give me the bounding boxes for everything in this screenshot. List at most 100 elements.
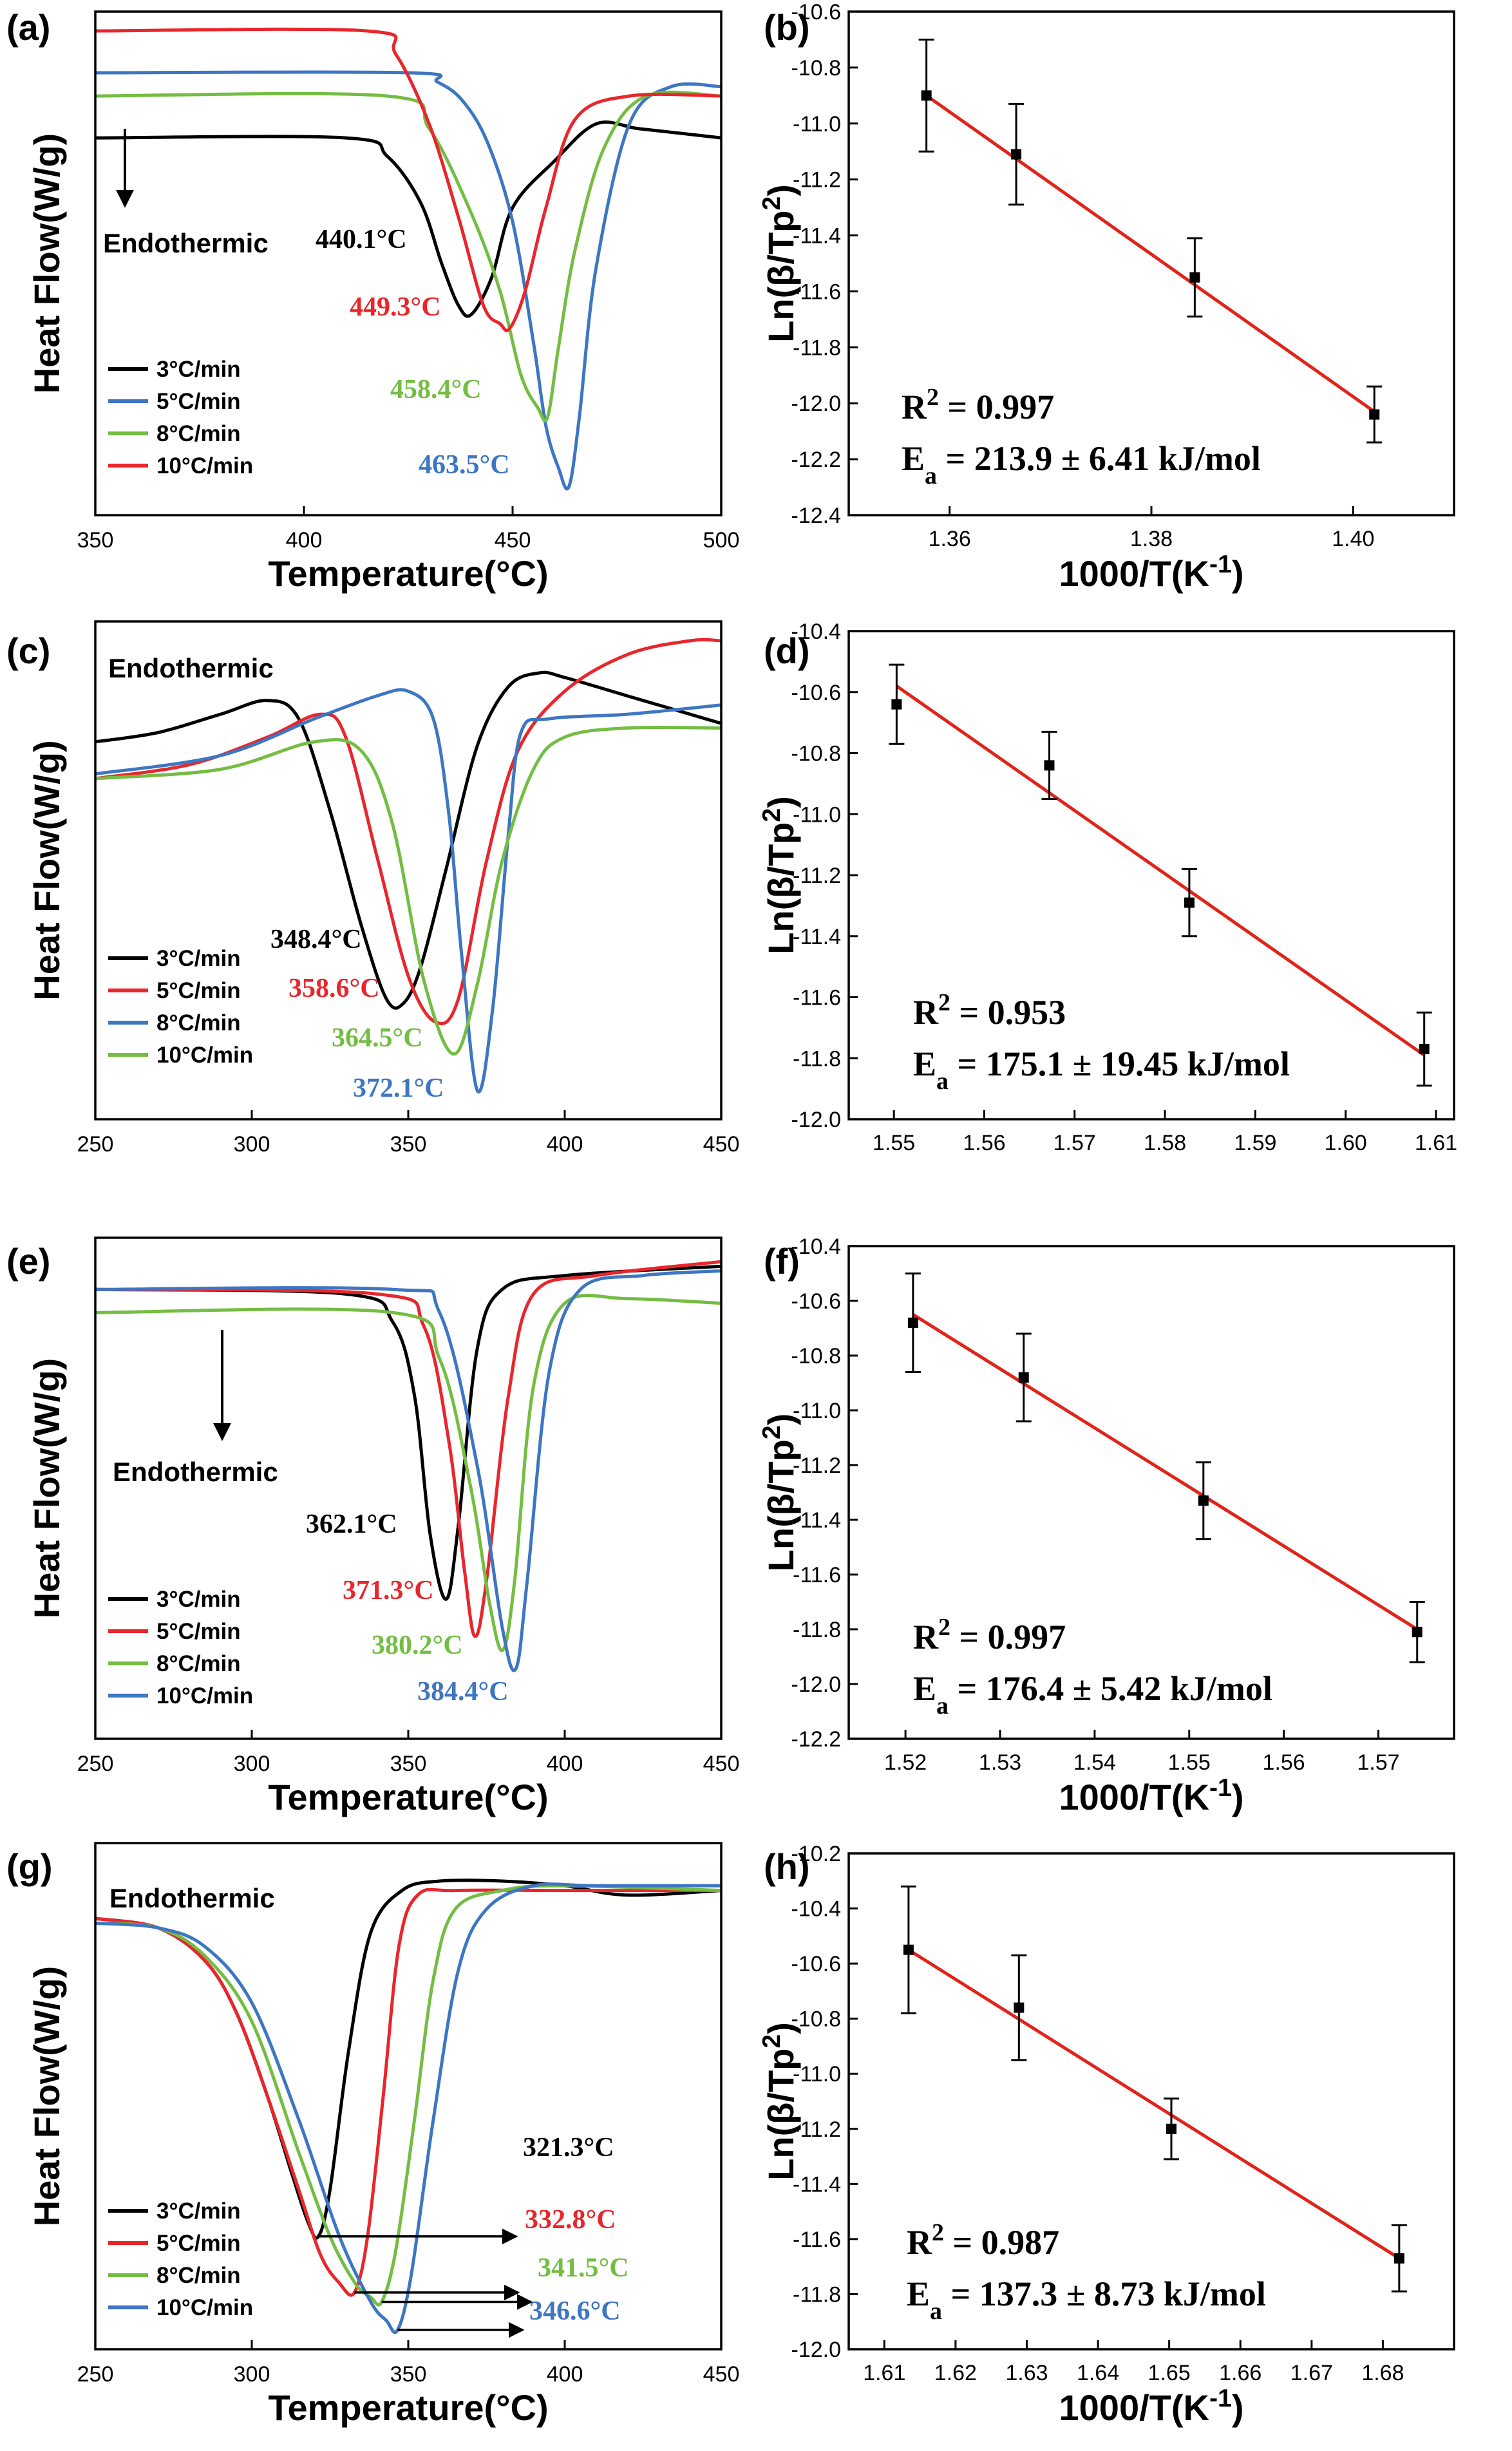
r-squared-f: R2 = 0.997 <box>913 1614 1066 1656</box>
y-axis-label-c: Heat Flow(W/g) <box>26 740 67 1000</box>
peak-annotation-c: 372.1°C <box>353 1074 444 1103</box>
y-tick-label-d: -12.0 <box>791 1108 842 1132</box>
y-tick-label-d: -11.6 <box>793 986 841 1010</box>
y-tick-label-f: -11.4 <box>793 1508 841 1533</box>
dsc-curve-c-1 <box>95 638 722 1025</box>
x-tick-label-h: 1.62 <box>934 2361 977 2385</box>
x-tick-label-f: 1.56 <box>1263 1750 1305 1775</box>
y-tick-label-b: -11.4 <box>793 224 841 249</box>
peak-annotation-g: 332.8°C <box>525 2205 616 2235</box>
y-tick-label-h: -11.0 <box>793 2062 841 2087</box>
x-tick-label-c: 300 <box>234 1132 270 1157</box>
data-point-h <box>1014 2002 1025 2013</box>
dsc-curve-e-1 <box>95 1260 722 1638</box>
x-tick-label-d: 1.58 <box>1144 1131 1186 1155</box>
peak-annotation-a: 458.4°C <box>390 375 482 404</box>
plot-frame-a <box>94 10 723 516</box>
data-point-b <box>921 90 932 101</box>
panel-label-b: (b) <box>764 7 810 48</box>
peak-annotation-e: 380.2°C <box>372 1631 463 1660</box>
dsc-curve-a-2 <box>95 90 722 422</box>
panel-label-c: (c) <box>6 630 50 671</box>
data-point-f <box>1198 1495 1209 1506</box>
y-tick-label-h: -11.2 <box>793 2117 841 2142</box>
x-tick-label-f: 1.57 <box>1357 1750 1399 1775</box>
y-axis-label-f: Ln(β/Tp2) <box>758 1414 802 1572</box>
plot-frame-b <box>847 10 1455 516</box>
peak-annotation-g: 346.6°C <box>529 2296 621 2326</box>
r-squared-b: R2 = 0.997 <box>902 384 1054 426</box>
y-tick-label-f: -10.8 <box>791 1344 842 1368</box>
peak-annotation-e: 371.3°C <box>343 1576 434 1605</box>
x-tick-label-c: 450 <box>703 1132 740 1157</box>
x-tick-label-e: 400 <box>547 1752 583 1776</box>
legend-label-g: 10°C/min <box>156 2295 253 2320</box>
y-tick-label-f: -11.0 <box>793 1399 841 1423</box>
dsc-curve-c-0 <box>95 670 722 1010</box>
dsc-curve-a-1 <box>95 70 722 491</box>
x-tick-label-b: 1.40 <box>1332 527 1374 551</box>
legend-label-e: 5°C/min <box>156 1619 241 1644</box>
y-tick-label-h: -10.8 <box>791 2007 842 2032</box>
y-tick-label-h: -11.4 <box>793 2172 841 2197</box>
x-axis-label-f: 1000/T(K-1) <box>1059 1774 1244 1818</box>
x-tick-label-d: 1.59 <box>1234 1131 1276 1155</box>
legend-label-a: 5°C/min <box>156 389 241 414</box>
r-squared-h: R2 = 0.987 <box>907 2219 1059 2262</box>
y-tick-label-h: -11.6 <box>793 2228 841 2252</box>
y-tick-label-b: -11.6 <box>793 279 841 304</box>
legend-label-c: 5°C/min <box>156 978 241 1003</box>
y-tick-label-d: -11.0 <box>793 802 841 827</box>
legend-label-g: 3°C/min <box>156 2199 241 2224</box>
y-tick-label-f: -11.2 <box>793 1453 841 1478</box>
plot-frame-d <box>847 630 1455 1121</box>
panel-label-h: (h) <box>764 1846 810 1887</box>
x-tick-label-e: 250 <box>77 1752 114 1776</box>
y-tick-label-b: -11.2 <box>793 168 841 193</box>
data-point-b <box>1189 272 1200 283</box>
kinetic-panel-h: 1.61 1.62 1.63 1.64 1.65 1.66 1.67 1.68 -12.0 -11… <box>758 1842 1407 2428</box>
data-point-h <box>1166 2123 1177 2134</box>
x-tick-label-b: 1.36 <box>929 527 971 551</box>
x-tick-label-e: 450 <box>703 1752 740 1776</box>
peak-annotation-a: 440.1°C <box>316 225 407 254</box>
x-tick-label-d: 1.56 <box>963 1131 1005 1155</box>
y-tick-label-h: -12.0 <box>791 2338 842 2362</box>
kinetic-panel-b: 1.36 1.38 1.40 -12.4 -12.2 -12.0 -11.8 -11.6 -11… <box>758 0 1383 594</box>
x-tick-label-a: 350 <box>77 528 114 553</box>
endothermic-label-c: Endothermic <box>108 653 274 683</box>
x-tick-label-a: 450 <box>495 528 531 553</box>
legend-label-c: 10°C/min <box>156 1043 253 1068</box>
x-tick-label-h: 1.64 <box>1077 2361 1119 2385</box>
legend-label-a: 3°C/min <box>156 357 241 382</box>
y-tick-label-b: -10.8 <box>791 56 842 80</box>
y-tick-label-d: -10.4 <box>791 620 842 644</box>
y-tick-label-d: -10.6 <box>791 681 842 705</box>
x-tick-label-a: 500 <box>703 528 740 553</box>
y-tick-label-h: -10.2 <box>791 1842 842 1866</box>
y-tick-label-f: -10.6 <box>791 1289 842 1314</box>
peak-annotation-a: 463.5°C <box>419 450 510 480</box>
y-axis-label-a: Heat Flow(W/g) <box>26 133 67 393</box>
x-tick-label-h: 1.66 <box>1219 2361 1262 2385</box>
dsc-curve-c-3 <box>95 725 722 1056</box>
y-tick-label-d: -11.2 <box>793 864 841 888</box>
peak-annotation-g: 341.5°C <box>538 2253 629 2283</box>
y-axis-label-g: Heat Flow(W/g) <box>26 1966 67 2226</box>
x-tick-label-d: 1.60 <box>1325 1131 1367 1155</box>
data-point-d <box>1184 897 1195 908</box>
fit-line-d <box>895 685 1426 1057</box>
x-axis-label-g: Temperature(°C) <box>268 2387 548 2428</box>
x-tick-label-c: 250 <box>77 1132 114 1157</box>
peak-annotation-g: 321.3°C <box>523 2133 614 2162</box>
x-tick-label-d: 1.55 <box>873 1131 915 1155</box>
x-axis-label-b: 1000/T(K-1) <box>1059 551 1244 594</box>
y-axis-label-e: Heat Flow(W/g) <box>26 1358 67 1618</box>
kinetic-panel-f: 1.52 1.53 1.54 1.55 1.56 1.57 -12.2 -12.0 -11.8 -… <box>758 1235 1425 1817</box>
x-tick-label-h: 1.61 <box>863 2361 905 2385</box>
data-point-d <box>1419 1044 1430 1055</box>
activation-energy-h: Ea = 137.3 ± 8.73 kJ/mol <box>907 2275 1266 2325</box>
data-point-b <box>1011 149 1022 160</box>
